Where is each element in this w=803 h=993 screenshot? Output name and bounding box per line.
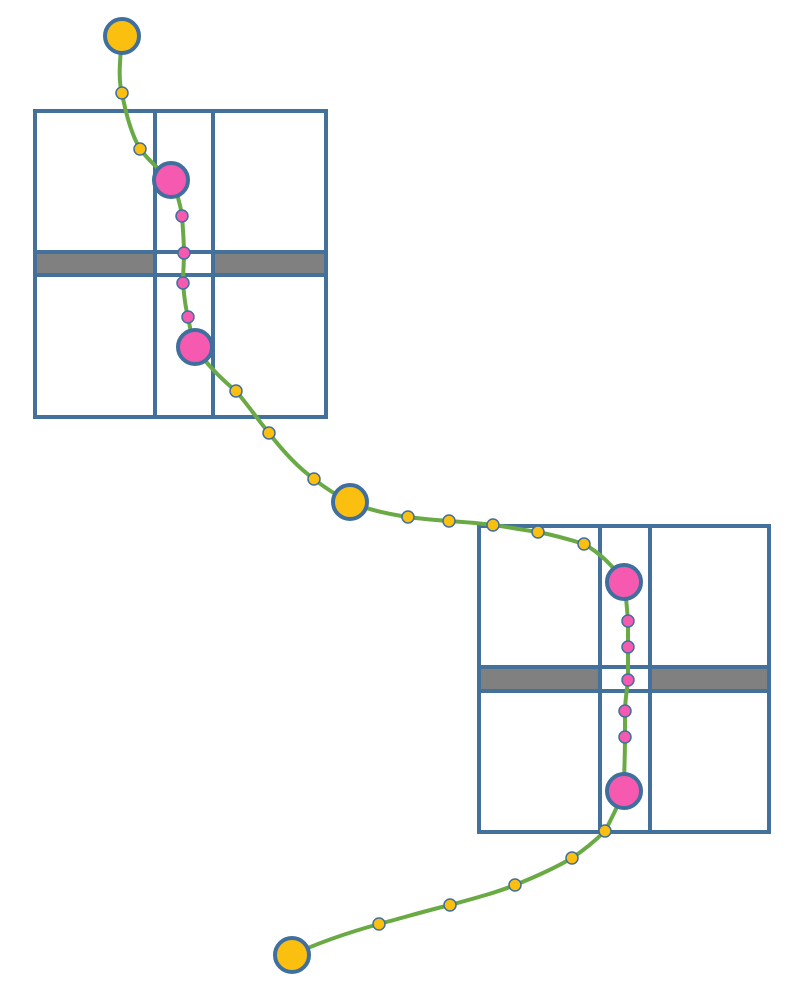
- yellow-marker: [262, 426, 276, 440]
- pink-marker: [177, 246, 191, 260]
- pink-marker: [621, 614, 635, 628]
- end-node: [273, 936, 311, 974]
- yellow-marker: [401, 510, 415, 524]
- pink-node: [605, 772, 643, 810]
- yellow-marker: [442, 514, 456, 528]
- pink-node: [176, 328, 214, 366]
- start-node: [103, 17, 141, 55]
- grid-divider-band: [652, 669, 768, 690]
- yellow-node-group: [103, 17, 369, 974]
- yellow-marker: [372, 917, 386, 931]
- pink-node: [152, 161, 190, 199]
- pink-marker: [175, 209, 189, 223]
- yellow-marker: [133, 142, 147, 156]
- yellow-marker: [531, 525, 545, 539]
- yellow-marker: [115, 86, 129, 100]
- grid-outline: [33, 109, 328, 419]
- grid-divider-band: [214, 253, 325, 274]
- yellow-marker: [307, 472, 321, 486]
- pink-node: [605, 563, 643, 601]
- yellow-marker: [598, 824, 612, 838]
- grid-divider-band: [481, 669, 598, 690]
- yellow-marker: [508, 878, 522, 892]
- yellow-marker: [443, 898, 457, 912]
- pink-marker: [618, 704, 632, 718]
- grid-outline: [477, 524, 771, 834]
- pink-node-group: [152, 161, 643, 810]
- yellow-marker: [565, 851, 579, 865]
- pink-marker: [621, 640, 635, 654]
- pink-marker-group: [175, 209, 635, 744]
- midpoint-node: [331, 483, 369, 521]
- upper-left-grid-block: [33, 109, 328, 419]
- pink-marker: [621, 673, 635, 687]
- yellow-marker-group: [115, 86, 612, 931]
- grid-divider-band: [36, 253, 153, 274]
- yellow-marker: [229, 384, 243, 398]
- pink-marker: [618, 730, 632, 744]
- lower-right-grid-block: [477, 524, 771, 834]
- yellow-marker: [577, 537, 591, 551]
- yellow-marker: [486, 518, 500, 532]
- pink-marker: [181, 310, 195, 324]
- pink-marker: [176, 276, 190, 290]
